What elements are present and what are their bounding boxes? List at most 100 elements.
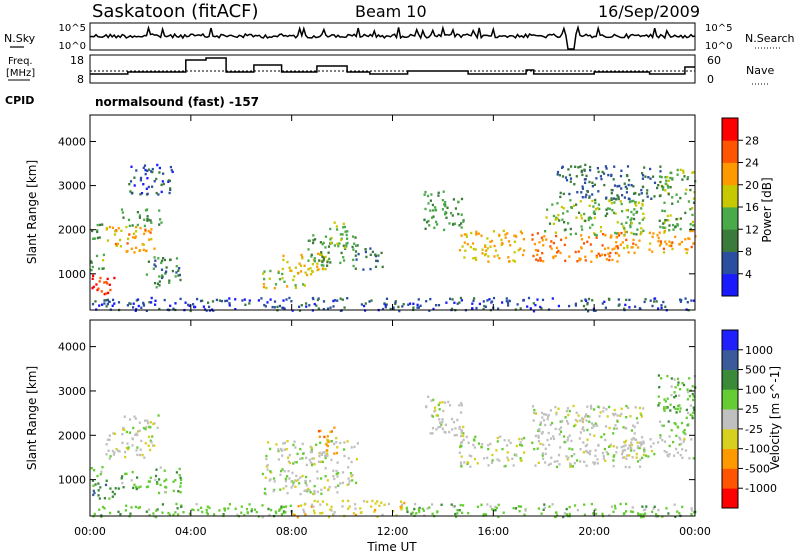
heatmap-cell [90,268,93,272]
heatmap-cell [157,193,160,196]
heatmap-cell [335,451,338,455]
heatmap-cell [326,479,329,482]
heatmap-cell [513,240,516,243]
heatmap-cell [122,428,125,431]
heatmap-cell [100,515,103,518]
heatmap-cell [625,298,628,302]
heatmap-cell [175,265,178,268]
heatmap-cell [207,301,210,304]
heatmap-cell [539,421,542,424]
heatmap-cell [558,463,561,466]
heatmap-cell [172,489,175,493]
heatmap-cell [595,512,598,516]
heatmap-cell [193,305,196,309]
heatmap-cell [91,277,94,280]
heatmap-cell [616,245,619,248]
heatmap-cell [432,215,435,218]
heatmap-cell [177,513,180,516]
heatmap-cell [671,247,674,251]
heatmap-cell [93,469,96,472]
heatmap-cell [590,406,593,410]
heatmap-cell [310,505,313,508]
heatmap-cell [323,435,326,439]
heatmap-cell [160,268,164,271]
colorbar-tick-label: 24 [745,157,759,170]
heatmap-cell [165,486,168,489]
heatmap-cell [583,503,586,506]
heatmap-cell [142,426,145,430]
heatmap-cell [278,509,281,512]
heatmap-cell [332,512,335,516]
heatmap-cell [143,218,146,221]
heatmap-cell [564,259,567,262]
heatmap-cell [533,242,536,246]
heatmap-cell [625,427,628,430]
heatmap-cell [138,214,141,217]
heatmap-cell [682,169,685,172]
heatmap-cell [336,475,339,478]
heatmap-cell [363,304,366,308]
heatmap-cell [565,455,568,458]
heatmap-cell [452,222,455,226]
heatmap-cell [263,277,266,281]
heatmap-cell [419,304,422,307]
heatmap-cell [163,469,166,472]
heatmap-cell [90,467,93,470]
heatmap-cell [131,437,134,440]
station-title: Saskatoon (fitACF) [92,1,259,22]
heatmap-cell [644,508,647,511]
heatmap-cell [661,185,664,188]
heatmap-cell [444,431,447,434]
heatmap-cell [664,218,667,222]
heatmap-cell [103,281,106,284]
heatmap-cell [477,232,480,235]
heatmap-cell [448,430,451,434]
heatmap-cell [520,232,524,235]
heatmap-cell [109,487,112,490]
heatmap-cell [308,304,311,307]
x-tick-label: 20:00 [578,525,610,538]
heatmap-cell [609,444,612,448]
heatmap-cell [586,405,589,408]
heatmap-cell [424,190,427,194]
heatmap-cell [134,417,137,420]
heatmap-cell [615,451,618,454]
heatmap-cell [588,180,591,184]
heatmap-cell [427,219,430,223]
heatmap-cell [472,247,475,251]
heatmap-cell [283,470,286,473]
heatmap-cell [565,409,568,413]
heatmap-cell [634,305,637,308]
heatmap-cell [632,437,635,440]
heatmap-cell [552,222,555,225]
heatmap-cell [290,486,293,489]
heatmap-cell [330,509,333,512]
heatmap-cell [285,485,288,488]
heatmap-cell [651,304,654,308]
heatmap-cell [678,512,681,515]
heatmap-cell [474,248,477,251]
heatmap-cell [658,194,661,198]
heatmap-cell [605,196,608,199]
heatmap-cell [663,226,666,229]
heatmap-cell [174,275,177,278]
heatmap-cell [326,259,329,262]
heatmap-cell [142,166,145,169]
heatmap-cell [324,235,328,238]
heatmap-cell [623,448,627,452]
heatmap-cell [540,411,544,415]
heatmap-cell [93,512,96,516]
heatmap-cell [320,492,323,495]
heatmap-cell [675,218,678,221]
heatmap-cell [639,443,643,447]
heatmap-cell [568,434,571,437]
heatmap-cell [590,260,593,263]
heatmap-cell [269,470,272,473]
heatmap-cell [438,418,441,421]
heatmap-cell [341,233,344,236]
heatmap-cell [559,426,563,429]
heatmap-cell [642,515,645,518]
heatmap-cell [91,265,94,269]
heatmap-cell [369,247,372,250]
